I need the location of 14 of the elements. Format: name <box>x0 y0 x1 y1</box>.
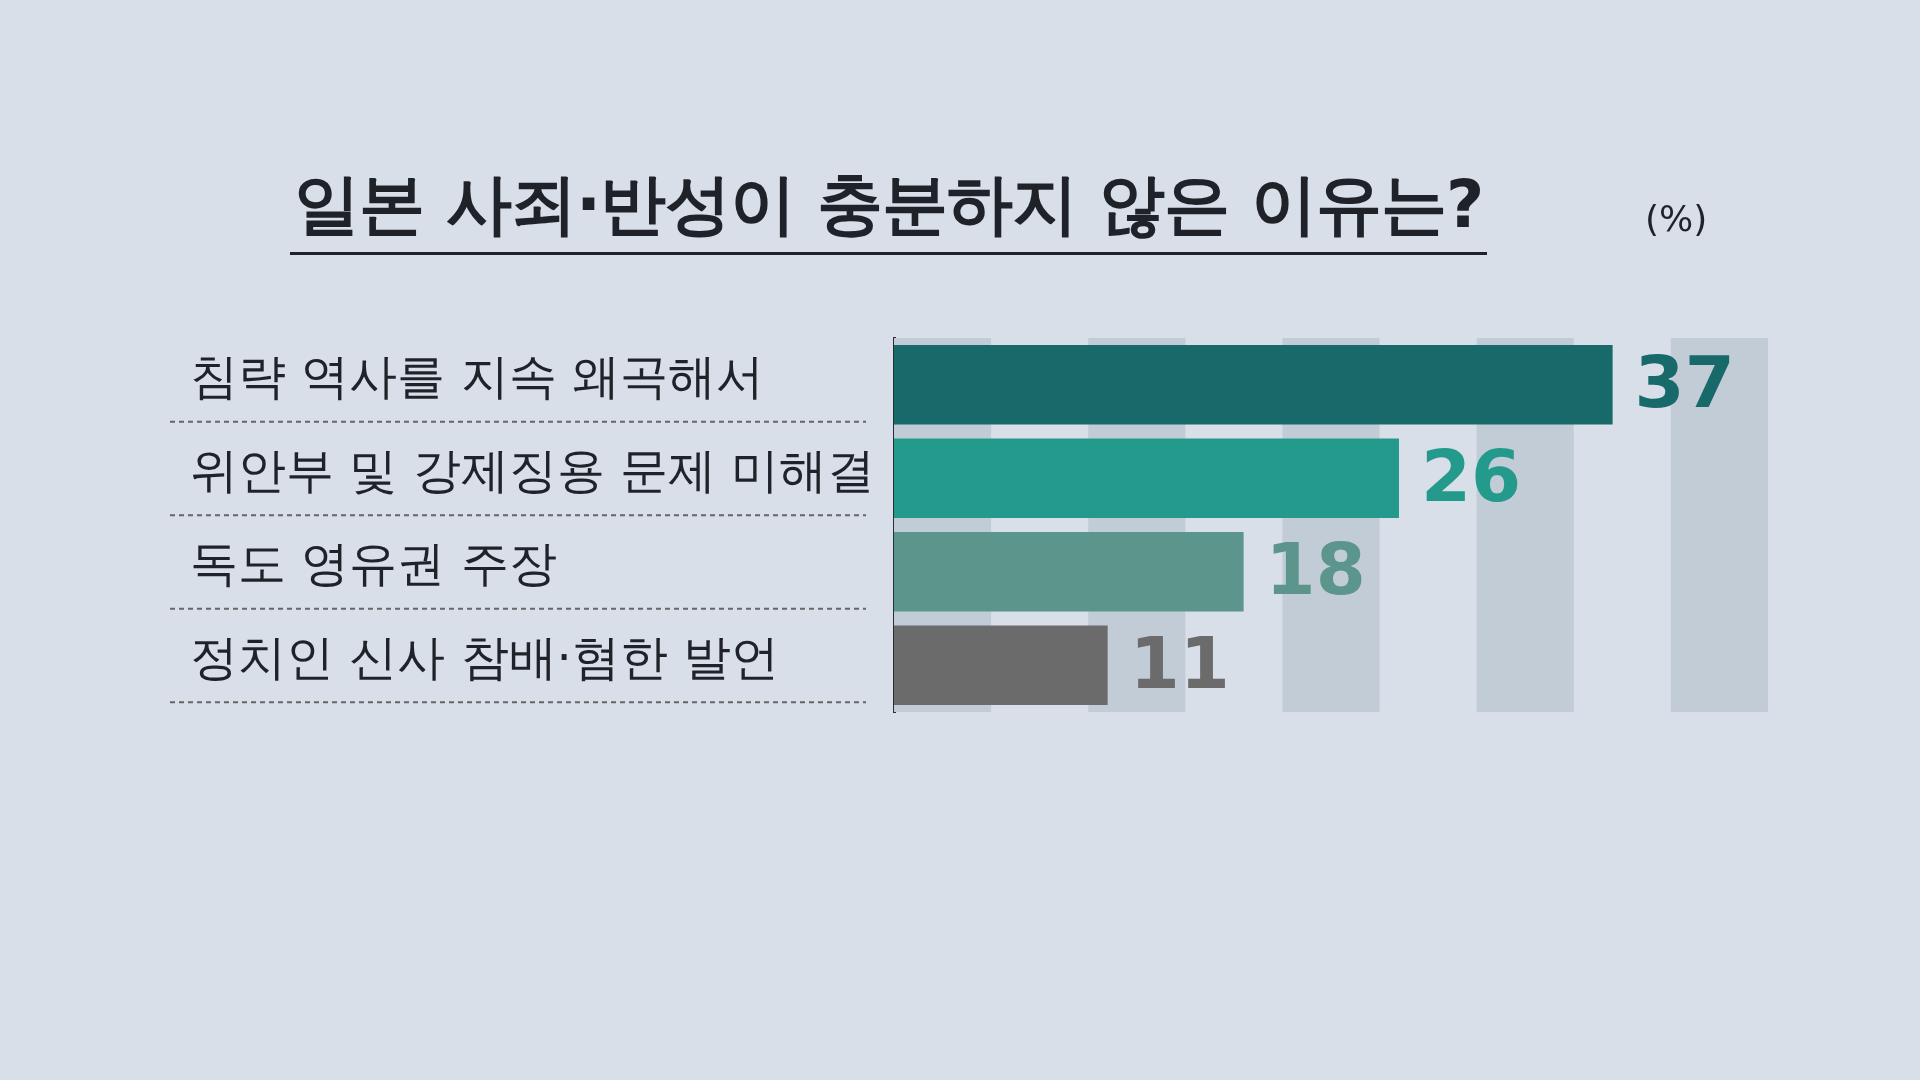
bar <box>894 532 1244 612</box>
y-tick-label: 정치인 신사 참배·혐한 발언 <box>190 628 780 685</box>
y-tick-label: 침략 역사를 지속 왜곡해서 <box>190 348 764 405</box>
y-tick-label: 위안부 및 강제징용 문제 미해결 <box>190 441 876 498</box>
chart-subtitle: (%) <box>1645 198 1708 239</box>
data-label: 26 <box>1420 433 1522 518</box>
chart-title: 일본 사죄·반성이 충분하지 않은 이유는? <box>290 160 1488 255</box>
bar <box>894 438 1399 518</box>
data-label: 37 <box>1634 340 1735 425</box>
y-tick-label: 독도 영유권 주장 <box>190 535 557 592</box>
bar <box>894 345 1613 425</box>
data-label: 11 <box>1129 620 1230 705</box>
bar <box>894 625 1108 705</box>
data-label: 18 <box>1265 527 1366 612</box>
